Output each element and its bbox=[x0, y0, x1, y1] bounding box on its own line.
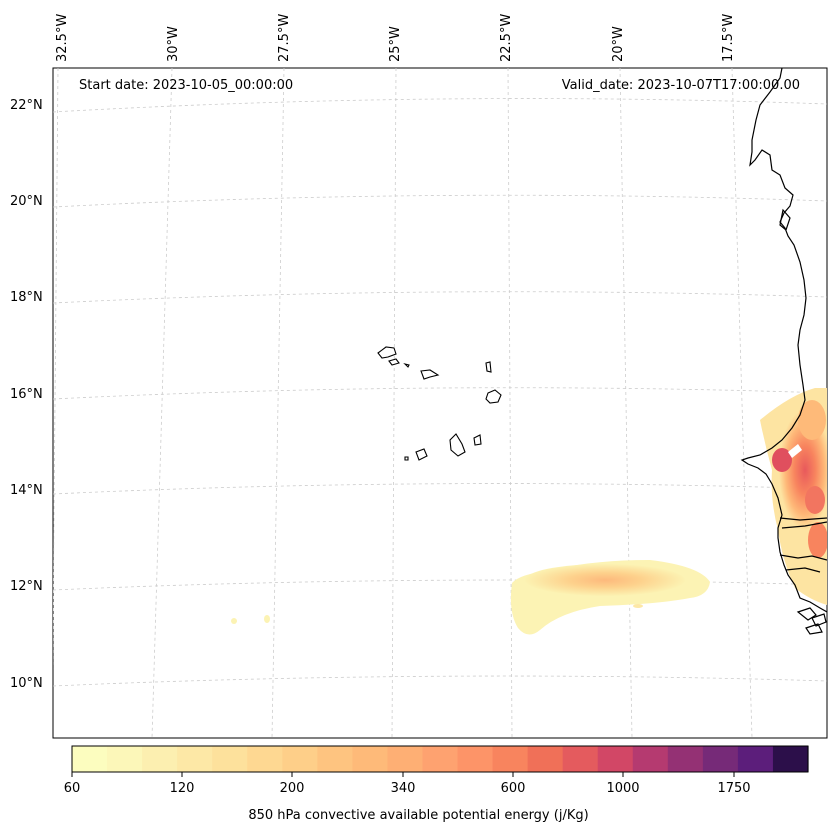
lat-label-10N: 10°N bbox=[10, 676, 43, 691]
colorbar-segment bbox=[492, 746, 529, 772]
map-frame bbox=[52, 67, 828, 739]
start-date-label: Start date: 2023-10-05_00:00:00 bbox=[79, 78, 294, 93]
colorbar-segment bbox=[562, 746, 599, 772]
colorbar-segment bbox=[317, 746, 353, 772]
colorbar-segment bbox=[177, 746, 213, 772]
colorbar-segment bbox=[387, 746, 424, 772]
colorbar-tick-60: 60 bbox=[63, 781, 81, 796]
colorbar bbox=[72, 746, 809, 772]
colorbar-segment bbox=[212, 746, 248, 772]
lon-label-32.5W: 32.5°W bbox=[55, 13, 70, 62]
cape-verde-islands bbox=[377, 346, 502, 461]
lon-label-30W: 30°W bbox=[166, 26, 181, 62]
colorbar-tick-200: 200 bbox=[279, 781, 305, 796]
lat-label-20N: 20°N bbox=[10, 194, 43, 209]
cape-ocean-band bbox=[231, 560, 710, 635]
colorbar-segment bbox=[597, 746, 634, 772]
coastline bbox=[740, 68, 827, 635]
lon-label-22.5W: 22.5°W bbox=[499, 13, 514, 62]
lat-label-22N: 22°N bbox=[10, 98, 43, 113]
colorbar-segment bbox=[247, 746, 283, 772]
colorbar-segment bbox=[457, 746, 494, 772]
lat-label-18N: 18°N bbox=[10, 290, 43, 305]
colorbar-segment bbox=[72, 746, 108, 772]
cape-senegal bbox=[760, 388, 827, 605]
lat-label-12N: 12°N bbox=[10, 579, 43, 594]
colorbar-frame bbox=[71, 745, 809, 773]
lat-label-16N: 16°N bbox=[10, 387, 43, 402]
lon-label-20W: 20°W bbox=[611, 26, 626, 62]
valid-date-label: Valid_date: 2023-10-07T17:00:00.00 bbox=[561, 78, 800, 93]
colorbar-segment bbox=[107, 746, 143, 772]
colorbar-tick-1750: 1750 bbox=[717, 781, 751, 796]
colorbar-segment bbox=[772, 746, 809, 772]
colorbar-ticks bbox=[71, 772, 735, 777]
colorbar-segment bbox=[737, 746, 774, 772]
colorbar-tick-120: 120 bbox=[169, 781, 195, 796]
colorbar-tick-600: 600 bbox=[500, 781, 526, 796]
colorbar-segment bbox=[352, 746, 389, 772]
colorbar-segment bbox=[422, 746, 459, 772]
colorbar-segment bbox=[527, 746, 564, 772]
lon-label-27.5W: 27.5°W bbox=[277, 13, 292, 62]
colorbar-segment bbox=[632, 746, 669, 772]
colorbar-segment bbox=[702, 746, 739, 772]
colorbar-tick-1000: 1000 bbox=[606, 781, 640, 796]
lat-label-14N: 14°N bbox=[10, 483, 43, 498]
colorbar-segment bbox=[282, 746, 318, 772]
gridlines bbox=[53, 68, 827, 738]
colorbar-label: 850 hPa convective available potential e… bbox=[248, 808, 589, 823]
colorbar-segment bbox=[142, 746, 178, 772]
colorbar-segment bbox=[667, 746, 704, 772]
lon-label-25W: 25°W bbox=[388, 26, 403, 62]
colorbar-tick-340: 340 bbox=[390, 781, 416, 796]
lon-label-17.5W: 17.5°W bbox=[721, 13, 736, 62]
